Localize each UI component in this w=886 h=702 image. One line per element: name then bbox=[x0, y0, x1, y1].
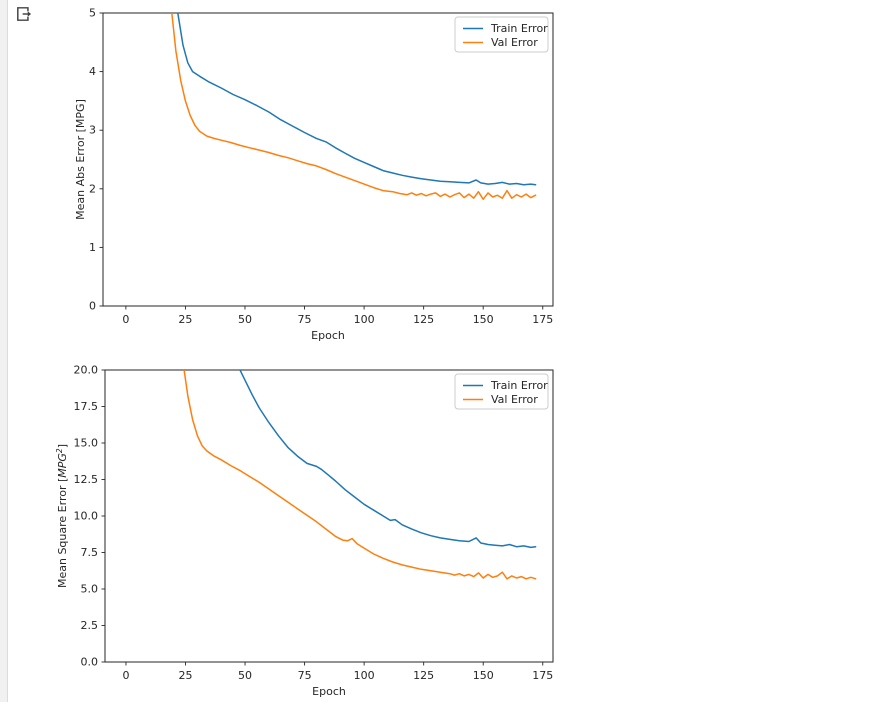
x-tick-label: 150 bbox=[473, 669, 494, 682]
x-tick-label: 175 bbox=[532, 313, 553, 326]
legend-label: Train Error bbox=[490, 379, 548, 392]
val-error-line bbox=[183, 370, 537, 580]
y-tick-label: 10.0 bbox=[74, 510, 99, 523]
mae-chart: 0 25 50 75 100 125 150 175 Epoch 0 1 2 3 4 5 Mean Abs E… bbox=[74, 7, 554, 342]
x-axis-label: Epoch bbox=[311, 329, 345, 342]
y-tick-label: 1 bbox=[89, 241, 96, 254]
plot-border bbox=[102, 12, 554, 307]
y-tick-label: 4 bbox=[89, 65, 96, 78]
x-tick-label: 150 bbox=[473, 313, 494, 326]
y-tick-label: 3 bbox=[89, 124, 96, 137]
pop-out-icon bbox=[17, 7, 31, 21]
y-tick-label: 12.5 bbox=[74, 473, 99, 486]
x-tick-label: 100 bbox=[354, 669, 375, 682]
y-tick-label: 5.0 bbox=[81, 583, 99, 596]
y-tick-label: 2 bbox=[89, 182, 96, 195]
plot-border bbox=[104, 369, 554, 663]
x-tick-label: 50 bbox=[238, 669, 252, 682]
y-tick-label: 17.5 bbox=[74, 400, 99, 413]
train-error-line bbox=[177, 13, 537, 186]
x-tick-label: 0 bbox=[122, 313, 129, 326]
y-tick-label: 7.5 bbox=[81, 546, 99, 559]
x-tick-label: 0 bbox=[122, 669, 129, 682]
y-tick-label: 2.5 bbox=[81, 619, 99, 632]
x-tick-label: 75 bbox=[298, 669, 312, 682]
y-tick-label: 20.0 bbox=[74, 364, 99, 377]
x-tick-label: 50 bbox=[238, 313, 252, 326]
y-axis-label: Mean Square Error [MPG2] bbox=[55, 444, 69, 588]
x-tick-label: 100 bbox=[354, 313, 375, 326]
x-tick-label: 25 bbox=[178, 313, 192, 326]
y-tick-label: 15.0 bbox=[74, 437, 99, 450]
pop-out-button[interactable] bbox=[13, 3, 35, 25]
y-tick-label: 0.0 bbox=[81, 656, 99, 669]
train-error-line bbox=[239, 370, 537, 549]
val-error-line bbox=[171, 13, 537, 201]
x-axis-label: Epoch bbox=[312, 685, 346, 698]
x-tick-label: 75 bbox=[298, 313, 312, 326]
y-tick-label: 5 bbox=[89, 7, 96, 20]
y-tick-label: 0 bbox=[89, 300, 96, 313]
x-tick-label: 175 bbox=[532, 669, 553, 682]
legend-label: Val Error bbox=[491, 36, 538, 49]
x-tick-label: 125 bbox=[413, 313, 434, 326]
legend-label: Train Error bbox=[490, 22, 548, 35]
left-gutter bbox=[0, 0, 8, 702]
mse-chart: 0 25 50 75 100 125 150 175 Epoch 0.0 2.5 5.0 7.5 10.0… bbox=[55, 364, 554, 698]
x-tick-label: 25 bbox=[179, 669, 193, 682]
y-axis-label: Mean Abs Error [MPG] bbox=[74, 99, 87, 220]
x-tick-label: 125 bbox=[413, 669, 434, 682]
legend-label: Val Error bbox=[491, 393, 538, 406]
